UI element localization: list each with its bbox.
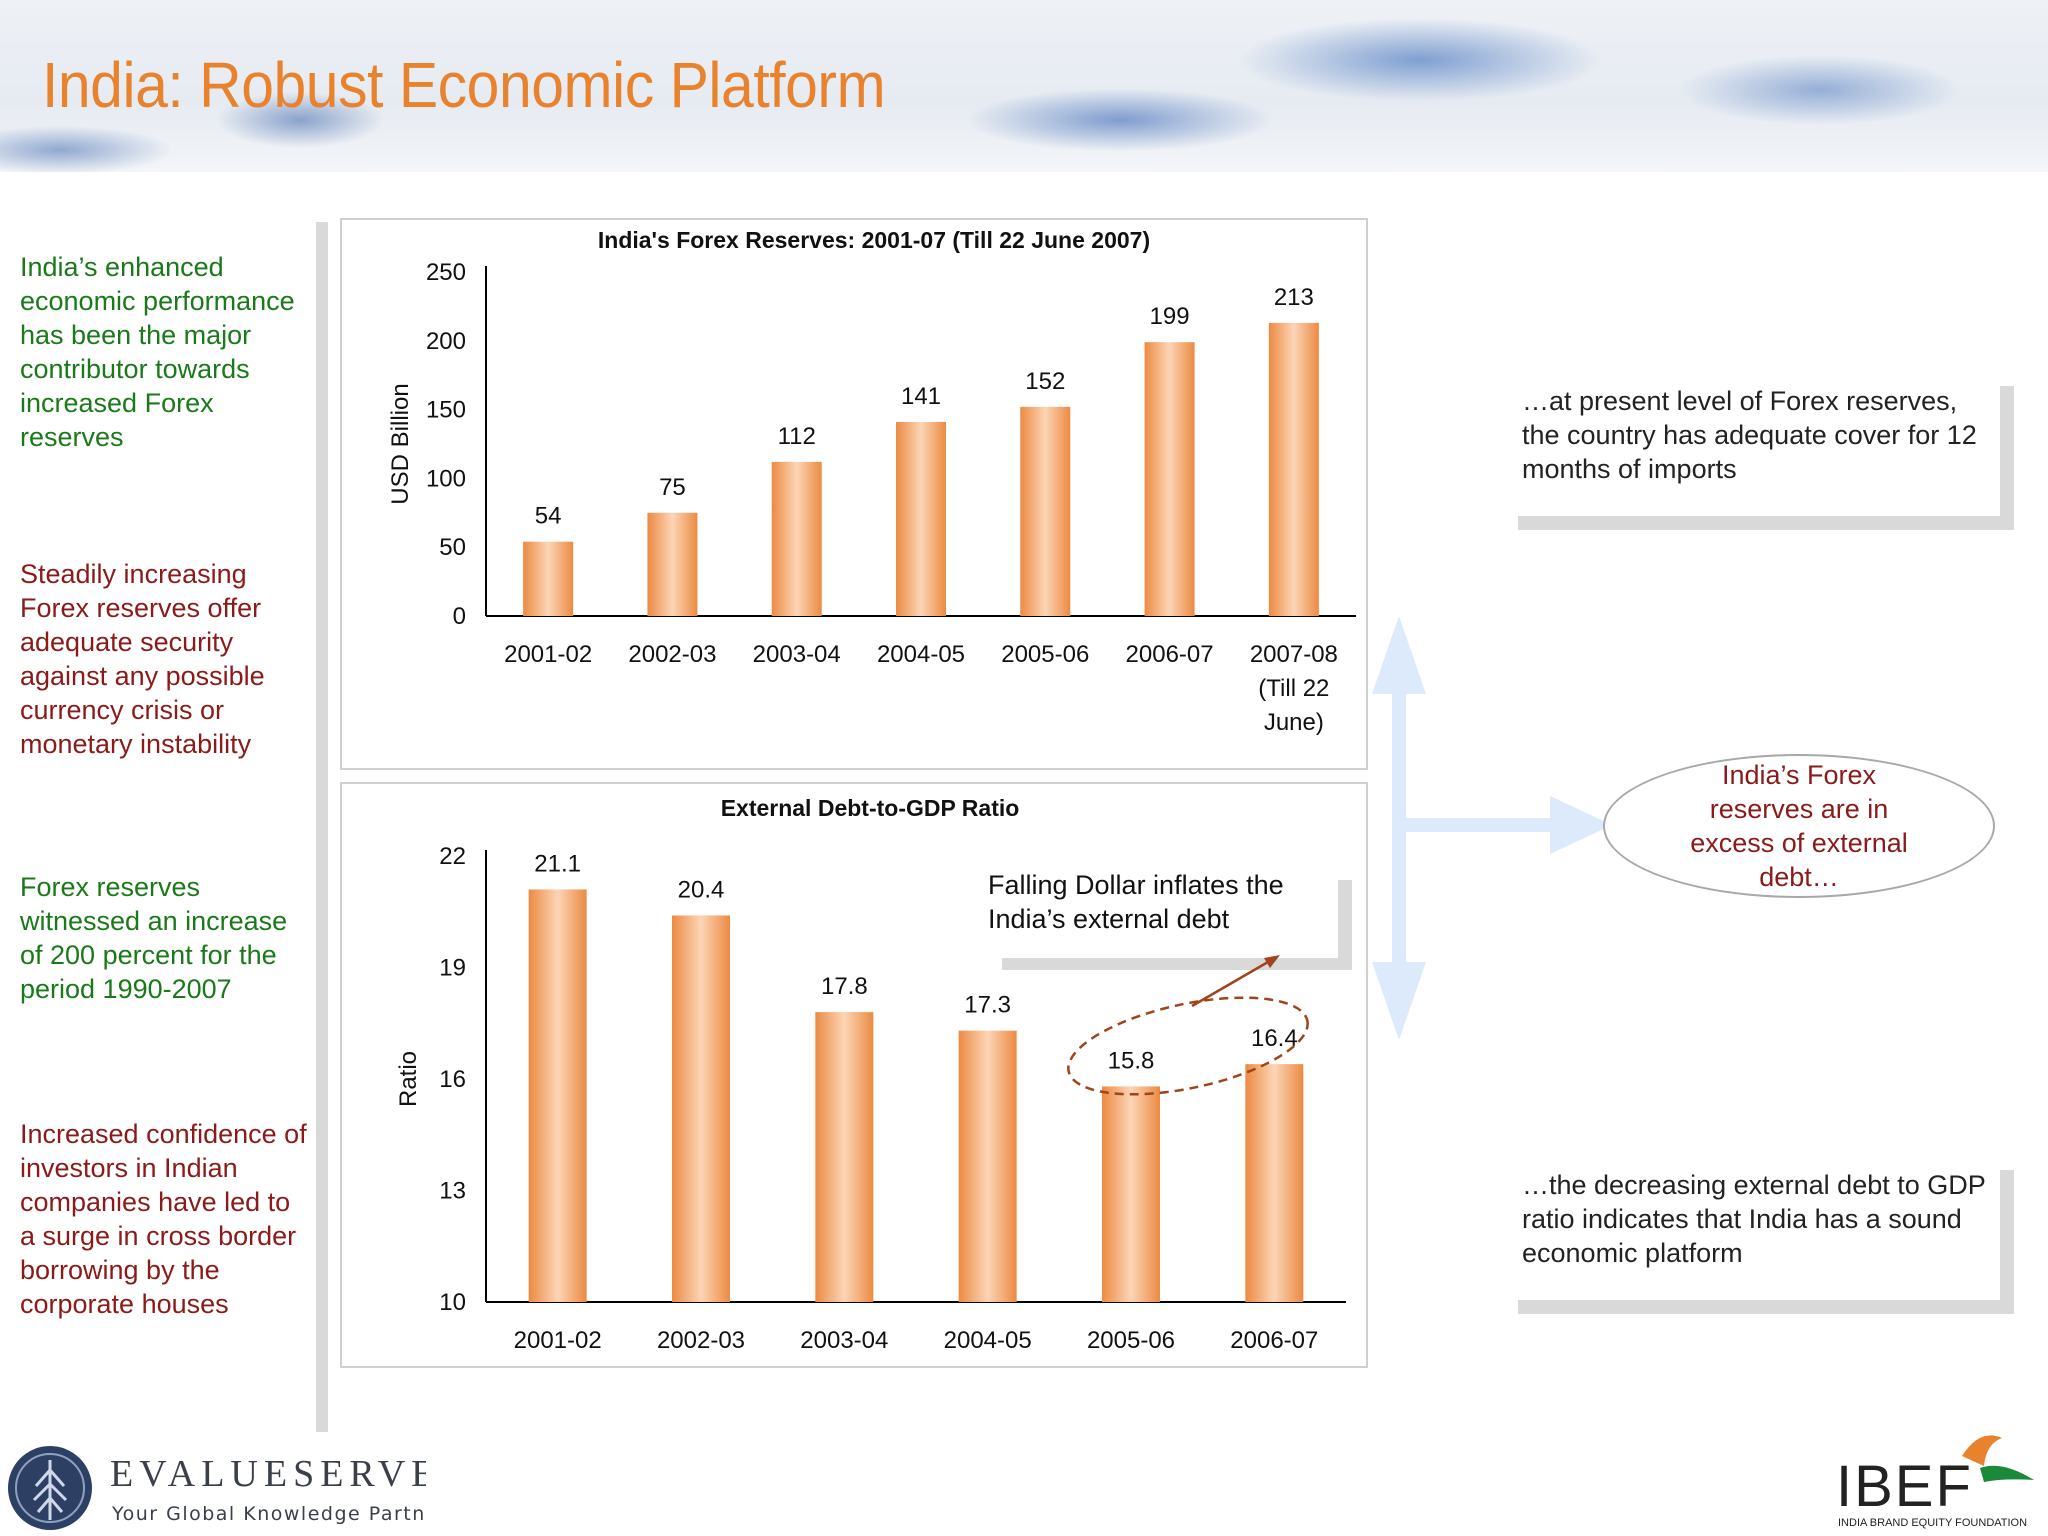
chart-title: India's Forex Reserves: 2001-07 (Till 22… [598,227,1150,253]
page-title: India: Robust Economic Platform [42,49,886,121]
header-banner: India: Robust Economic Platform [0,0,2048,172]
debt-ratio-text: …the decreasing external debt to GDP rat… [1522,1168,1992,1270]
left-notes-panel [16,222,316,1432]
data-label: 21.1 [534,850,581,877]
x-tick-label: 2001-02 [514,1327,602,1354]
data-label: 17.8 [821,973,868,1000]
forex-excess-oval: India’s Forex reserves are in excess of … [1603,754,1995,898]
bar [1144,342,1195,616]
evalueserve-tagline: Your Global Knowledge Partner [111,1503,426,1525]
y-tick-label: 10 [439,1289,466,1316]
bar [958,1030,1017,1302]
x-tick-label: 2005-06 [1087,1327,1175,1354]
y-tick-label: 100 [426,465,466,492]
left-note-1: India’s enhanced economic performance ha… [20,252,295,452]
data-label: 213 [1274,284,1314,311]
forex-reserves-chart: India's Forex Reserves: 2001-07 (Till 22… [340,218,1368,770]
forex-excess-text: India’s Forex reserves are in excess of … [1690,760,1908,892]
y-tick-label: 50 [439,534,466,561]
data-label: 199 [1150,303,1190,330]
y-tick-label: 150 [426,397,466,424]
x-tick-label: 2006-07 [1126,641,1214,668]
ibef-logo: IBEF INDIA BRAND EQUITY FOUNDATION [1836,1435,2034,1529]
x-tick-label: 2004-05 [877,641,965,668]
y-tick-label: 13 [439,1178,466,1205]
forex-reserves-chart-svg: India's Forex Reserves: 2001-07 (Till 22… [387,227,1356,736]
bar [1020,406,1071,616]
falling-dollar-callout: Falling Dollar inflates the India’s exte… [988,868,1338,958]
bar [896,421,946,616]
ibef-bird-icon [1962,1435,2002,1466]
x-tick-label: June) [1264,709,1324,736]
bar [1245,1064,1304,1302]
data-label: 141 [901,383,941,410]
bar [672,915,730,1302]
x-tick-label: 2006-07 [1230,1327,1318,1354]
debt-ratio-note: …the decreasing external debt to GDP rat… [1504,1156,2000,1300]
double-arrow-icon [1372,616,1612,1040]
forex-cover-note: …at present level of Forex reserves, the… [1504,372,2000,516]
x-tick-label: (Till 22 [1258,675,1329,702]
ibef-name: IBEF [1836,1454,1973,1519]
data-label: 15.8 [1108,1047,1155,1074]
ibef-tagline: INDIA BRAND EQUITY FOUNDATION [1838,1517,2027,1529]
bar [528,889,587,1302]
chart-title: External Debt-to-GDP Ratio [721,795,1020,821]
data-label: 20.4 [678,876,725,903]
data-label: 75 [659,474,686,501]
x-tick-label: 2001-02 [504,641,592,668]
x-tick-label: 2007-08 [1250,641,1338,668]
evalueserve-logo: EVALUESERVE Your Global Knowledge Partne… [8,1446,426,1530]
y-tick-label: 19 [439,955,466,982]
bar [771,461,822,616]
y-tick-label: 250 [426,259,466,286]
data-label: 54 [535,503,562,530]
forex-cover-text: …at present level of Forex reserves, the… [1522,384,1992,486]
y-tick-label: 0 [453,603,466,630]
bar [647,512,698,616]
left-note-4: Increased confidence of investors in Ind… [20,1119,307,1319]
data-label: 152 [1025,368,1065,395]
bar [523,541,574,616]
bar [815,1012,874,1302]
bar [1268,322,1319,616]
data-label: 17.3 [964,992,1011,1019]
y-tick-label: 22 [439,843,466,870]
data-label: 112 [778,423,816,450]
data-label: 16.4 [1251,1025,1298,1052]
left-note-3: Forex reserves witnessed an increase of … [20,872,288,1004]
y-axis-label: USD Billion [387,383,414,504]
x-tick-label: 2005-06 [1001,641,1089,668]
bar [1102,1086,1160,1302]
x-tick-label: 2004-05 [944,1327,1032,1354]
callout-text: Falling Dollar inflates the India’s exte… [988,870,1284,934]
x-tick-label: 2002-03 [657,1327,745,1354]
debt-gdp-chart-svg: External Debt-to-GDP Ratio 10 13 16 19 22 Rati… [395,795,1346,1354]
left-note-2: Steadily increasing Forex reserves offer… [20,559,265,759]
evalueserve-name: EVALUESERVE [110,1453,426,1495]
x-tick-label: 2003-04 [753,641,841,668]
debt-gdp-chart: External Debt-to-GDP Ratio 10 13 16 19 22 Rati… [340,782,1368,1368]
y-axis-label: Ratio [395,1051,422,1107]
x-tick-label: 2003-04 [800,1327,888,1354]
y-tick-label: 16 [439,1066,466,1093]
x-tick-label: 2002-03 [628,641,716,668]
y-tick-label: 200 [426,328,466,355]
